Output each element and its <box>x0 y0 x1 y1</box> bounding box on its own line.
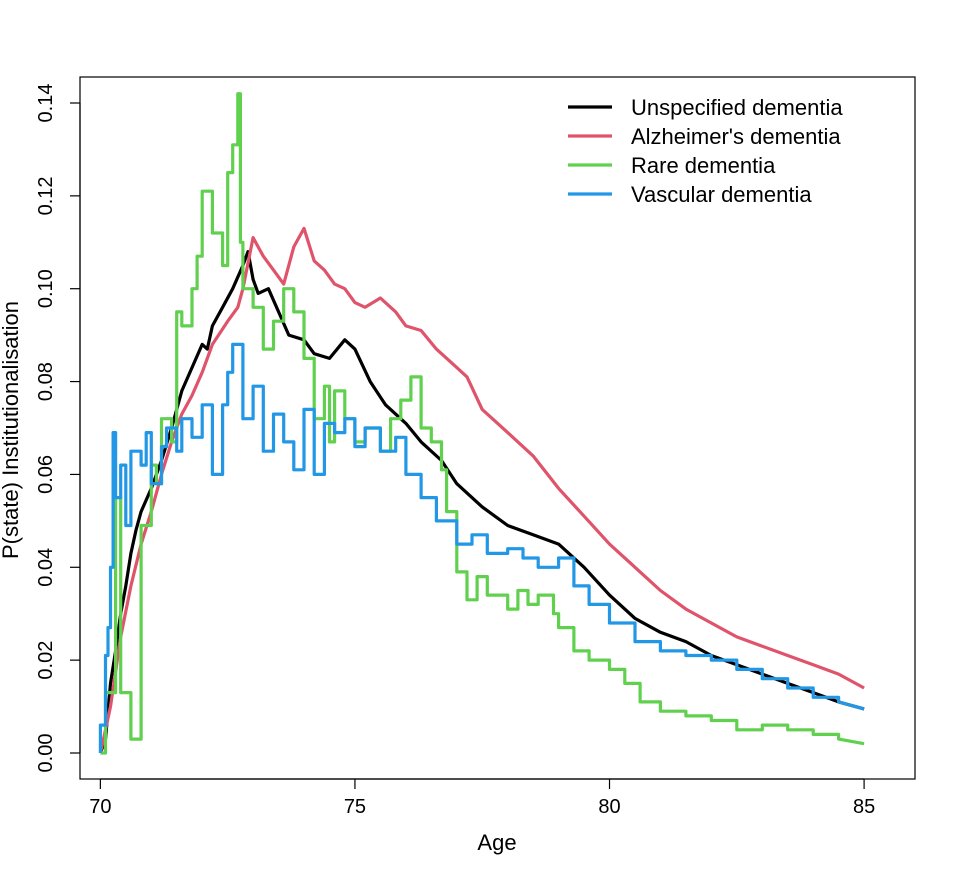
series-layer <box>98 92 865 755</box>
axes-layer: 70 75 80 85 0.00 0.02 0.04 0.06 0.08 0.10 0.12 0.14 <box>35 84 875 818</box>
series-line-2 <box>98 226 865 754</box>
y-tick-label-4: 0.06 <box>35 455 57 494</box>
legend-label-1: Unspecified dementia <box>631 95 843 120</box>
x-tick-label-1: 70 <box>89 796 111 818</box>
legend: Unspecified dementia Alzheimer's dementia… <box>568 95 843 207</box>
series-line-4 <box>98 342 865 753</box>
y-tick-label-7: 0.12 <box>35 176 57 215</box>
legend-label-2: Alzheimer's dementia <box>631 124 841 149</box>
y-tick-label-3: 0.04 <box>35 548 57 587</box>
legend-label-3: Rare dementia <box>631 153 776 178</box>
legend-label-4: Vascular dementia <box>631 182 812 207</box>
x-tick-label-4: 85 <box>853 796 875 818</box>
y-tick-label-5: 0.08 <box>35 362 57 401</box>
x-axis-label: Age <box>477 830 516 855</box>
y-tick-label-6: 0.10 <box>35 269 57 308</box>
y-tick-label-2: 0.02 <box>35 641 57 680</box>
y-tick-label-8: 0.14 <box>35 84 57 123</box>
y-axis-label: P(state) Institutionalisation <box>0 301 23 559</box>
y-tick-label-1: 0.00 <box>35 734 57 773</box>
x-tick-label-3: 80 <box>598 796 620 818</box>
x-tick-label-2: 75 <box>344 796 366 818</box>
